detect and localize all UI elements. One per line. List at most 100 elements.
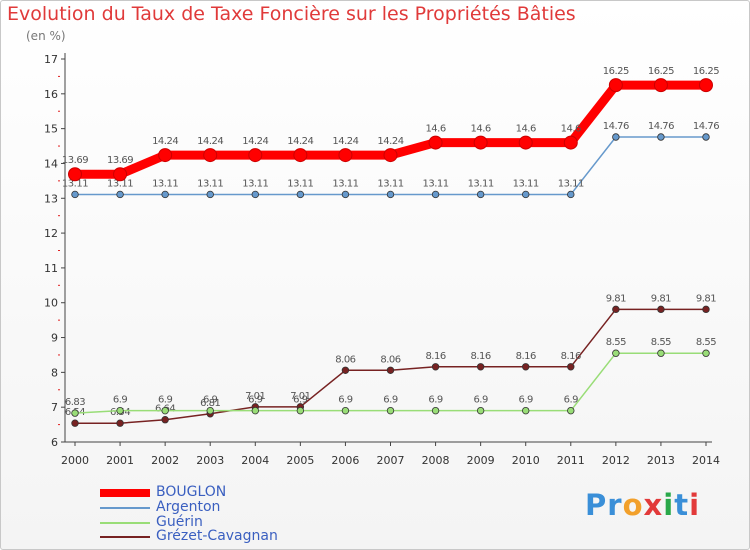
y-tick-label: 12	[44, 227, 58, 240]
series-argenton: 13.11 13.11 13.11 13.11 13.11 13.11 13.11 13.11…	[62, 121, 720, 199]
data-point	[476, 190, 485, 199]
data-point	[608, 78, 623, 93]
data-point	[518, 135, 533, 150]
data-point	[702, 349, 710, 357]
x-tick-label: 2005	[286, 454, 314, 467]
data-label: 13.11	[513, 178, 539, 189]
data-point	[702, 305, 710, 314]
data-point	[699, 78, 713, 93]
data-point	[161, 406, 169, 415]
data-point	[522, 363, 530, 371]
y-tick-label: 6	[51, 436, 58, 449]
data-point	[206, 190, 214, 199]
data-label: 6.81	[200, 398, 220, 409]
data-point	[383, 148, 398, 163]
y-tick-label: 7	[51, 401, 58, 414]
data-point	[612, 133, 620, 141]
data-point	[386, 366, 395, 374]
data-point	[431, 363, 440, 371]
data-label: 9.81	[651, 293, 671, 304]
data-point	[71, 419, 79, 427]
data-label: 14.6	[516, 124, 536, 135]
y-tick-label: 11	[44, 262, 58, 275]
series-gr-zet-cavagnan: 6.546.546.646.817.017.018.068.068.168.16…	[65, 293, 717, 427]
legend-swatch	[100, 536, 150, 538]
data-label: 6.9	[473, 395, 488, 406]
x-tick-label: 2006	[331, 454, 359, 467]
data-point	[473, 135, 488, 150]
data-label: 8.06	[335, 354, 355, 365]
data-point	[116, 190, 124, 199]
data-point	[522, 190, 530, 199]
data-point	[386, 406, 395, 415]
data-label: 13.11	[242, 178, 268, 189]
logo-letter: o	[622, 488, 644, 522]
data-label: 8.16	[425, 351, 445, 362]
y-tick-label: 17	[44, 53, 58, 66]
x-tick-label: 2012	[602, 454, 630, 467]
x-tick-label: 2001	[106, 454, 134, 467]
data-label: 14.24	[152, 136, 178, 147]
series-bouglon: 13.69 13.69 14.24 14.24 14.24 14.24 14.24 14.24…	[62, 66, 720, 182]
x-tick-label: 2007	[377, 454, 405, 467]
data-label: 13.11	[287, 178, 313, 189]
data-point	[71, 190, 79, 199]
data-point	[476, 406, 485, 415]
data-point	[338, 148, 353, 163]
data-label: 7.01	[245, 391, 265, 402]
logo-letter: r	[607, 488, 623, 522]
data-label: 6.83	[65, 397, 85, 408]
data-label: 14.24	[197, 136, 223, 147]
data-label: 13.11	[377, 178, 403, 189]
data-label: 13.11	[468, 178, 494, 189]
data-point	[431, 406, 440, 415]
data-label: 13.69	[62, 155, 88, 166]
proxiti-logo: Proxiti	[585, 488, 700, 522]
legend-swatch	[100, 507, 150, 509]
data-label: 6.9	[519, 395, 534, 406]
x-tick-label: 2004	[241, 454, 269, 467]
unit-label: (en %)	[26, 29, 66, 43]
data-point	[476, 363, 485, 371]
data-label: 8.16	[471, 351, 491, 362]
data-label: 13.11	[423, 178, 449, 189]
data-point	[612, 305, 620, 314]
logo-letter: P	[585, 488, 608, 522]
data-point	[657, 133, 665, 141]
data-label: 6.9	[203, 395, 218, 406]
data-label: 9.81	[696, 293, 716, 304]
data-label: 14.6	[471, 124, 491, 135]
data-point	[161, 416, 169, 424]
x-tick-label: 2008	[422, 454, 450, 467]
data-point	[71, 409, 79, 417]
data-point	[296, 406, 305, 415]
data-label: 8.16	[561, 351, 581, 362]
data-label: 13.11	[332, 178, 358, 189]
data-point	[567, 363, 575, 371]
data-label: 6.9	[113, 395, 128, 406]
data-label: 9.81	[606, 293, 626, 304]
legend-label: Grézet-Cavagnan	[156, 528, 278, 544]
series-gu-rin: 6.83 6.9 6.9 6.9 6.9 6.9 6.9 6.9 6.9 6.9 6.9 6.9 8.5…	[65, 337, 717, 417]
legend-label: Argenton	[156, 499, 221, 515]
y-tick-label: 13	[44, 192, 58, 205]
y-tick-label: 8	[51, 366, 58, 379]
data-point	[428, 135, 443, 150]
data-label: 14.6	[425, 124, 445, 135]
data-label: 6.9	[338, 395, 353, 406]
logo-letter: x	[643, 488, 664, 522]
data-point	[567, 406, 575, 415]
data-label: 8.06	[380, 354, 400, 365]
data-point	[341, 366, 350, 374]
y-tick-label: 15	[44, 123, 58, 136]
data-label: 13.11	[107, 178, 133, 189]
data-label: 14.6	[561, 124, 581, 135]
data-point	[68, 167, 82, 182]
data-point	[522, 406, 530, 415]
legend-label: Guérin	[156, 514, 203, 530]
x-tick-label: 2003	[196, 454, 224, 467]
legend-swatch	[100, 489, 150, 497]
data-label: 14.76	[693, 121, 719, 132]
data-point	[386, 190, 395, 199]
